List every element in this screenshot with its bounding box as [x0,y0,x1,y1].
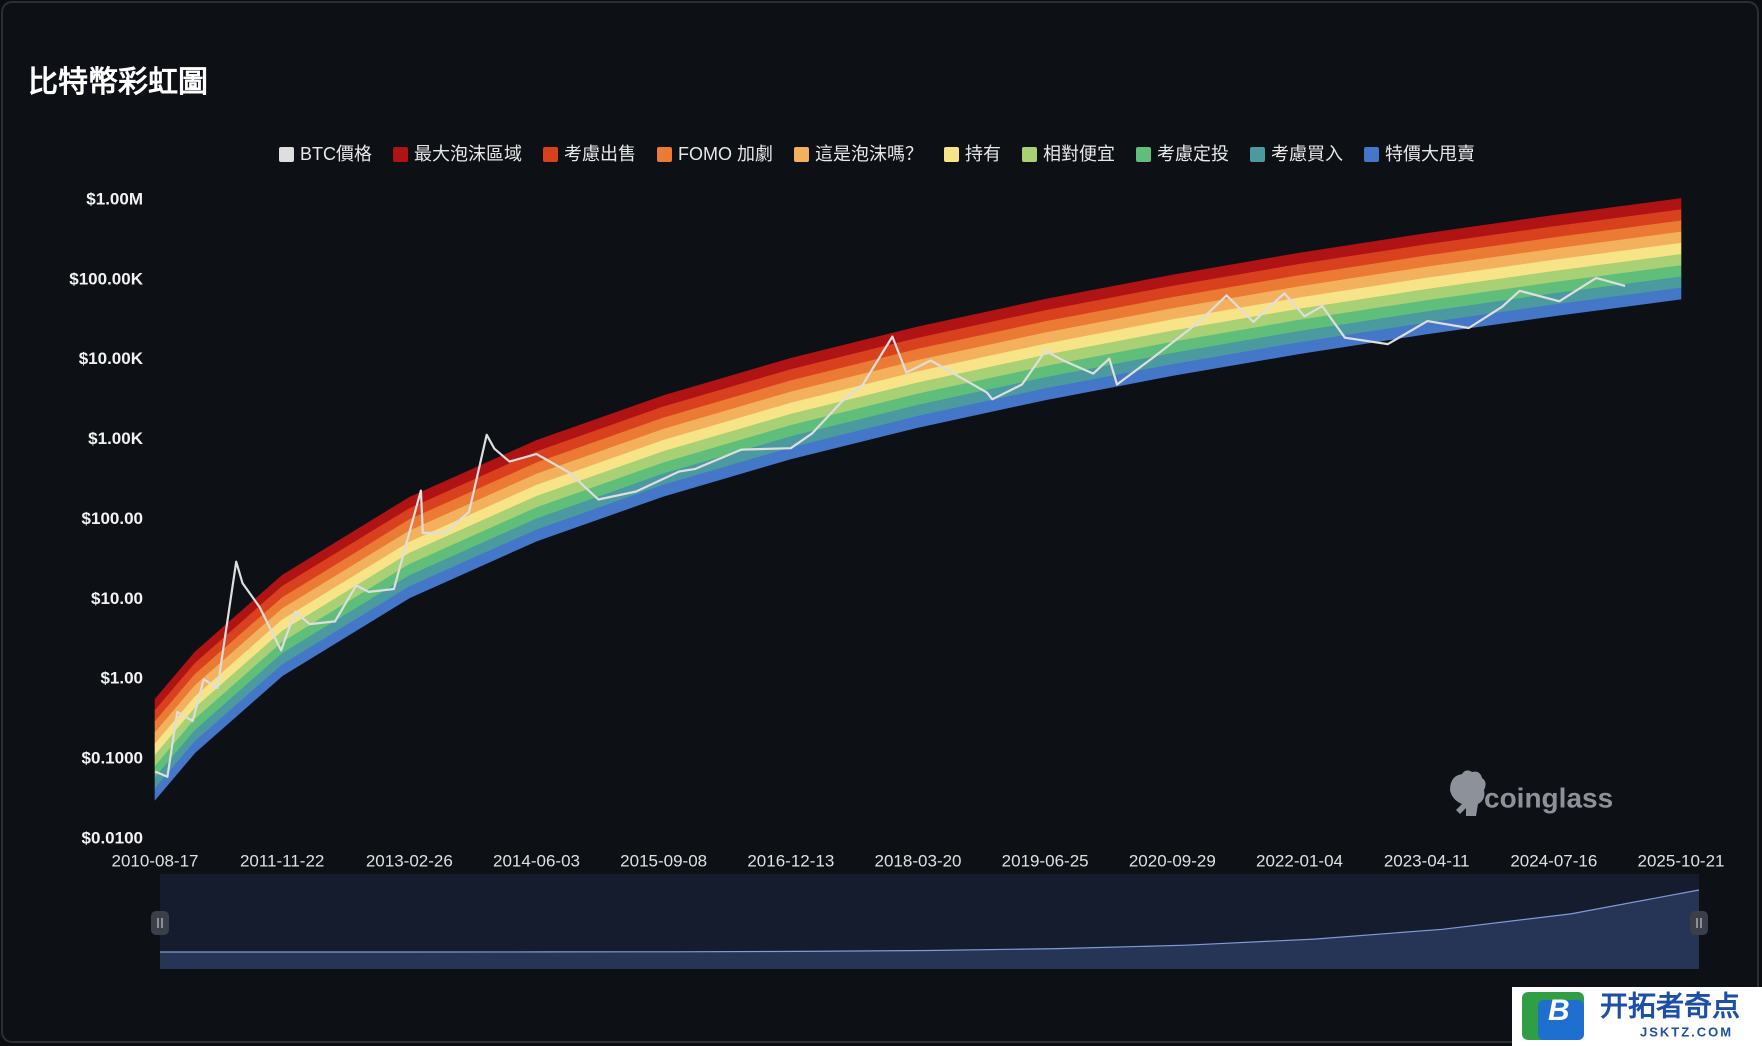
legend-label: 持有 [965,144,1001,164]
x-tick-label: 2018-03-20 [875,851,962,870]
zoom-handle[interactable] [151,911,169,935]
y-tick-label: $100.00K [69,269,143,288]
axes: $0.0100 $0.1000 $1.00 $10.00 $100.00 $1.00K $1… [69,189,1724,870]
badge-icon-letter: B [1548,994,1570,1027]
legend-label: FOMO 加劇 [678,144,773,164]
legend-swatch [543,147,558,162]
legend-swatch [1364,147,1379,162]
zoom-preview-group [160,889,1700,969]
legend-label: 最大泡沫區域 [414,144,522,164]
legend-label: 這是泡沫嗎？ [815,144,923,164]
legend-swatch [944,147,959,162]
legend-label: 考慮定投 [1157,144,1229,164]
legend-item[interactable]: BTC價格 [279,144,372,164]
x-tick-label: 2016-12-13 [747,851,834,870]
price-line [154,276,1626,778]
x-tick-label: 2025-10-21 [1638,851,1725,870]
x-tick-label: 2024-07-16 [1510,851,1597,870]
watermark-icon [1450,770,1486,816]
legend-item[interactable]: 考慮買入 [1250,144,1343,164]
legend-item[interactable]: 特價大甩賣 [1364,144,1475,164]
zoom-preview-area [160,890,1699,969]
watermark: coinglass [1450,770,1613,816]
legend-item[interactable]: 考慮定投 [1136,144,1229,164]
zoom-preview-line [160,889,1700,953]
legend-label: 考慮買入 [1271,144,1343,164]
y-tick-label: $0.0100 [82,828,143,847]
x-tick-label: 2011-11-22 [240,851,324,870]
badge-subtitle: JSKTZ.COM [1640,1024,1733,1039]
legend-swatch [657,147,672,162]
x-tick-label: 2019-06-25 [1002,851,1089,870]
legend-label: 考慮出售 [564,144,636,164]
legend-item[interactable]: FOMO 加劇 [657,144,773,164]
legend-label: 特價大甩賣 [1385,144,1475,164]
legend-label: 相對便宜 [1043,144,1115,164]
plot-area [154,198,1682,801]
legend-item[interactable]: 相對便宜 [1022,144,1115,164]
badge-icon-fg [1538,1000,1584,1040]
legend-swatch [393,147,408,162]
watermark-text: coinglass [1484,782,1613,813]
legend-swatch [1136,147,1151,162]
legend-swatch [279,147,294,162]
legend: BTC價格 最大泡沫區域 考慮出售 FOMO 加劇 這是泡沫嗎？ 持有 相對便宜 考慮定投 考慮… [279,144,1475,164]
chart-title: 比特幣彩虹圖 [28,66,208,99]
legend-label: BTC價格 [300,144,372,164]
zoom-slider [151,874,1708,969]
x-tick-label: 2014-06-03 [493,851,580,870]
x-tick-label: 2022-01-04 [1256,851,1343,870]
x-tick-label: 2010-08-17 [112,851,199,870]
x-tick-label: 2015-09-08 [620,851,707,870]
zoom-handle[interactable] [1690,911,1708,935]
badge-title: 开拓者奇点 [1600,990,1740,1021]
y-tick-label: $10.00 [91,589,143,608]
legend-item[interactable]: 考慮出售 [543,144,636,164]
y-tick-label: $1.00M [86,189,143,208]
legend-swatch [1022,147,1037,162]
y-tick-label: $100.00 [82,509,143,528]
x-tick-label: 2013-02-26 [366,851,453,870]
y-tick-label: $0.1000 [82,749,143,768]
x-tick-label: 2020-09-29 [1129,851,1216,870]
legend-swatch [1250,147,1265,162]
y-tick-label: $1.00K [88,429,144,448]
legend-swatch [794,147,809,162]
x-tick-label: 2023-04-11 [1384,851,1470,870]
y-tick-label: $1.00 [100,669,143,688]
legend-item[interactable]: 這是泡沫嗎？ [794,144,923,164]
rainbow-band [154,287,1682,801]
legend-item[interactable]: 最大泡沫區域 [393,144,522,164]
legend-item[interactable]: 持有 [944,144,1001,164]
badge: B 开拓者奇点 JSKTZ.COM [1512,987,1762,1046]
y-tick-label: $10.00K [79,349,144,368]
